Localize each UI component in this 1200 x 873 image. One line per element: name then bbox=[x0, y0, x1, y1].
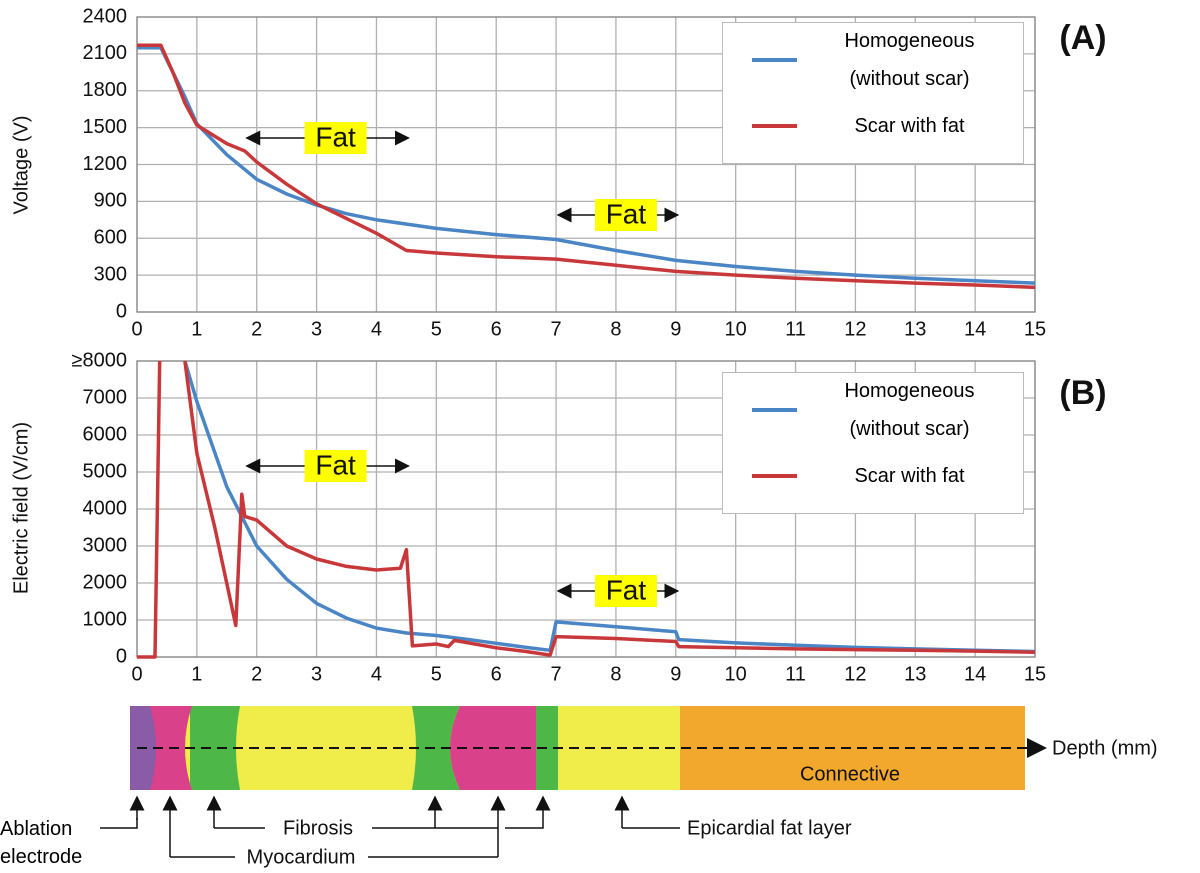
depth-label: Depth (mm) bbox=[1052, 737, 1158, 759]
plot-frame bbox=[136, 16, 1036, 313]
annotation-box bbox=[304, 450, 367, 482]
electrode-label: Ablation electrode bbox=[0, 818, 83, 868]
legend-label: Homogeneous (without scar) bbox=[844, 380, 975, 440]
x-tick-label: 10 bbox=[725, 318, 747, 340]
legend-swatch bbox=[752, 124, 797, 128]
series-line bbox=[183, 360, 1036, 654]
x-tick-label: 3 bbox=[311, 318, 322, 340]
x-tick-label: 6 bbox=[491, 663, 502, 685]
x-tick-label: 13 bbox=[904, 318, 926, 340]
x-tick-label: 12 bbox=[844, 663, 866, 685]
y-tick-label: 0 bbox=[116, 300, 127, 322]
x-tick-label: 4 bbox=[371, 318, 382, 340]
y-tick-label: 900 bbox=[94, 190, 127, 212]
x-tick-label: 13 bbox=[904, 663, 926, 685]
y-tick-label: 1800 bbox=[83, 79, 128, 101]
callouts bbox=[100, 795, 680, 858]
x-tick-label: 0 bbox=[131, 318, 142, 340]
x-tick-label: 6 bbox=[491, 318, 502, 340]
annotation-box bbox=[304, 122, 367, 154]
legend-swatch bbox=[752, 474, 797, 478]
y-axis-label: Voltage (V) bbox=[10, 116, 32, 215]
x-tick-label: 14 bbox=[964, 663, 986, 685]
x-tick-label: 5 bbox=[431, 318, 442, 340]
x-tick-label: 9 bbox=[670, 318, 681, 340]
x-tick-label: 9 bbox=[670, 663, 681, 685]
x-tick-label: 12 bbox=[844, 318, 866, 340]
legend-swatch bbox=[752, 58, 797, 62]
x-tick-label: 3 bbox=[311, 663, 322, 685]
connective-label: Connective bbox=[800, 763, 900, 785]
x-tick-label: 0 bbox=[131, 663, 142, 685]
y-tick-label: 1500 bbox=[83, 116, 128, 138]
y-tick-label: 4000 bbox=[83, 497, 128, 519]
series-line bbox=[137, 360, 1036, 659]
annotation: Fat bbox=[606, 198, 647, 229]
series-line bbox=[137, 45, 1036, 285]
annotation-box bbox=[594, 575, 657, 607]
y-tick-label: ≥8000 bbox=[72, 349, 127, 371]
fibrosis-label: Fibrosis bbox=[283, 817, 353, 839]
y-tick-label: 1200 bbox=[83, 153, 128, 175]
y-axis-label: Electric field (V/cm) bbox=[10, 422, 32, 594]
x-tick-label: 4 bbox=[371, 663, 382, 685]
plot-frame bbox=[136, 360, 1036, 658]
x-tick-label: 14 bbox=[964, 318, 986, 340]
y-tick-label: 5000 bbox=[83, 460, 128, 482]
legend bbox=[722, 22, 1024, 164]
x-tick-label: 11 bbox=[785, 318, 806, 340]
tissue-bar bbox=[130, 706, 1047, 790]
legend-label: Homogeneous (without scar) bbox=[844, 30, 975, 90]
x-tick-label: 15 bbox=[1024, 318, 1046, 340]
y-tick-label: 300 bbox=[94, 263, 127, 285]
y-tick-label: 7000 bbox=[83, 386, 128, 408]
y-tick-label: 2000 bbox=[83, 571, 128, 593]
x-tick-label: 5 bbox=[431, 663, 442, 685]
x-tick-label: 7 bbox=[551, 663, 562, 685]
panel-label: (A) bbox=[1059, 19, 1106, 57]
annotation: Fat bbox=[315, 121, 356, 152]
y-tick-label: 600 bbox=[94, 227, 127, 249]
panel-label: (B) bbox=[1059, 374, 1106, 412]
annotation: Fat bbox=[315, 449, 356, 480]
legend-label: Scar with fat bbox=[854, 465, 965, 487]
x-tick-label: 1 bbox=[191, 318, 202, 340]
x-tick-label: 7 bbox=[551, 318, 562, 340]
y-tick-label: 6000 bbox=[83, 423, 128, 445]
y-tick-label: 3000 bbox=[83, 534, 128, 556]
y-tick-label: 0 bbox=[116, 645, 127, 667]
legend-label: Scar with fat bbox=[854, 115, 965, 137]
annotation: Fat bbox=[606, 574, 647, 605]
legend-swatch bbox=[752, 408, 797, 412]
legend bbox=[722, 372, 1024, 514]
x-tick-label: 15 bbox=[1024, 663, 1046, 685]
x-tick-label: 8 bbox=[610, 318, 621, 340]
y-tick-label: 2400 bbox=[83, 5, 128, 27]
x-tick-label: 1 bbox=[191, 663, 202, 685]
x-tick-label: 11 bbox=[785, 663, 806, 685]
fat-layer-label: Epicardial fat layer bbox=[687, 817, 852, 839]
series-line bbox=[137, 43, 1036, 290]
x-tick-label: 2 bbox=[251, 318, 262, 340]
y-tick-label: 1000 bbox=[83, 608, 128, 630]
annotation-box bbox=[594, 199, 657, 231]
y-tick-label: 2100 bbox=[83, 42, 128, 64]
x-tick-label: 10 bbox=[725, 663, 747, 685]
x-tick-label: 8 bbox=[610, 663, 621, 685]
myocardium-label: Myocardium bbox=[247, 846, 356, 868]
x-tick-label: 2 bbox=[251, 663, 262, 685]
